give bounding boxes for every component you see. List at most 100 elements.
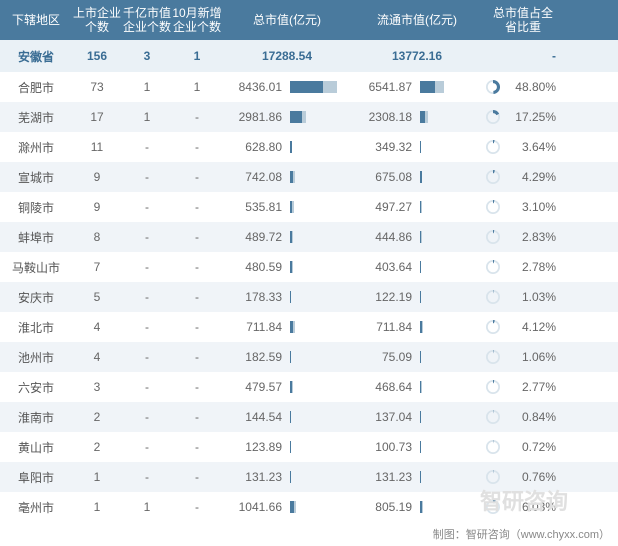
table-row: 宣城市 9 - - 742.08 675.08 4.29% — [0, 162, 618, 192]
pct-pie-icon — [482, 169, 504, 185]
total-billion: 3 — [122, 49, 172, 63]
total-region: 安徽省 — [0, 48, 72, 65]
circ-mv-cell: 131.23 — [352, 470, 482, 484]
total-listed: 156 — [72, 49, 122, 63]
region-cell: 淮南市 — [0, 409, 72, 426]
pct-cell: 3.10% — [504, 200, 564, 214]
col-total-mv: 总市值(亿元) — [222, 13, 352, 27]
total-pct: - — [504, 49, 564, 63]
circ-mv-value: 100.73 — [356, 440, 416, 454]
oct-cell: - — [172, 470, 222, 484]
oct-cell: - — [172, 290, 222, 304]
pct-pie-icon — [482, 439, 504, 455]
pct-cell: 2.77% — [504, 380, 564, 394]
total-mv-bar — [290, 471, 348, 483]
circ-mv-bar — [420, 291, 478, 303]
listed-cell: 2 — [72, 440, 122, 454]
circ-mv-value: 6541.87 — [356, 80, 416, 94]
pct-cell: 1.03% — [504, 290, 564, 304]
pct-pie-icon — [482, 199, 504, 215]
oct-cell: - — [172, 320, 222, 334]
circ-mv-bar — [420, 81, 478, 93]
table-row: 铜陵市 9 - - 535.81 497.27 3.10% — [0, 192, 618, 222]
total-mv-value: 489.72 — [226, 230, 286, 244]
billion-cell: - — [122, 350, 172, 364]
circ-mv-cell: 444.86 — [352, 230, 482, 244]
circ-mv-bar — [420, 111, 478, 123]
listed-cell: 11 — [72, 140, 122, 154]
total-mv-value: 742.08 — [226, 170, 286, 184]
circ-mv-value: 75.09 — [356, 350, 416, 364]
total-mv-bar — [290, 411, 348, 423]
circ-mv-bar — [420, 471, 478, 483]
total-mv-value: 479.57 — [226, 380, 286, 394]
oct-cell: - — [172, 260, 222, 274]
region-cell: 安庆市 — [0, 289, 72, 306]
total-mv-bar — [290, 111, 348, 123]
oct-cell: - — [172, 380, 222, 394]
table-row: 马鞍山市 7 - - 480.59 403.64 2.78% — [0, 252, 618, 282]
region-cell: 蚌埠市 — [0, 229, 72, 246]
circ-mv-value: 137.04 — [356, 410, 416, 424]
billion-cell: - — [122, 380, 172, 394]
total-mv-cell: 480.59 — [222, 260, 352, 274]
circ-mv-value: 675.08 — [356, 170, 416, 184]
circ-mv-cell: 675.08 — [352, 170, 482, 184]
table-row: 安庆市 5 - - 178.33 122.19 1.03% — [0, 282, 618, 312]
circ-mv-value: 131.23 — [356, 470, 416, 484]
circ-mv-value: 468.64 — [356, 380, 416, 394]
circ-mv-bar — [420, 501, 478, 513]
pct-pie-icon — [482, 379, 504, 395]
total-mv-bar — [290, 171, 348, 183]
total-mv-cell: 2981.86 — [222, 110, 352, 124]
total-mv-cell: 742.08 — [222, 170, 352, 184]
table-row: 淮北市 4 - - 711.84 711.84 4.12% — [0, 312, 618, 342]
region-cell: 阜阳市 — [0, 469, 72, 486]
table-row: 淮南市 2 - - 144.54 137.04 0.84% — [0, 402, 618, 432]
circ-mv-value: 2308.18 — [356, 110, 416, 124]
circ-mv-cell: 137.04 — [352, 410, 482, 424]
pct-cell: 3.64% — [504, 140, 564, 154]
listed-cell: 73 — [72, 80, 122, 94]
total-mv-cell: 144.54 — [222, 410, 352, 424]
pct-cell: 4.12% — [504, 320, 564, 334]
circ-mv-value: 122.19 — [356, 290, 416, 304]
listed-cell: 2 — [72, 410, 122, 424]
total-mv-value: 131.23 — [226, 470, 286, 484]
listed-cell: 8 — [72, 230, 122, 244]
listed-cell: 9 — [72, 200, 122, 214]
total-mv-value: 8436.01 — [226, 80, 286, 94]
pct-pie-icon — [482, 499, 504, 515]
pct-pie-icon — [482, 139, 504, 155]
pct-pie-icon — [482, 319, 504, 335]
col-pct: 总市值占全省比重 — [482, 6, 564, 35]
total-mv-value: 178.33 — [226, 290, 286, 304]
pct-cell: 6.03% — [504, 500, 564, 514]
circ-mv-cell: 468.64 — [352, 380, 482, 394]
total-mv-value: 144.54 — [226, 410, 286, 424]
billion-cell: - — [122, 170, 172, 184]
billion-cell: - — [122, 230, 172, 244]
total-mv-bar — [290, 261, 348, 273]
col-circ-mv: 流通市值(亿元) — [352, 13, 482, 27]
oct-cell: - — [172, 170, 222, 184]
total-mv-bar — [290, 381, 348, 393]
total-mv-value: 123.89 — [226, 440, 286, 454]
billion-cell: 1 — [122, 110, 172, 124]
billion-cell: - — [122, 410, 172, 424]
circ-mv-bar — [420, 231, 478, 243]
region-cell: 合肥市 — [0, 79, 72, 96]
oct-cell: - — [172, 230, 222, 244]
oct-cell: 1 — [172, 80, 222, 94]
col-region: 下辖地区 — [0, 13, 72, 27]
table-row: 蚌埠市 8 - - 489.72 444.86 2.83% — [0, 222, 618, 252]
circ-mv-value: 444.86 — [356, 230, 416, 244]
oct-cell: - — [172, 500, 222, 514]
circ-mv-cell: 403.64 — [352, 260, 482, 274]
total-mv-cell: 1041.66 — [222, 500, 352, 514]
total-mv-bar — [290, 231, 348, 243]
region-cell: 铜陵市 — [0, 199, 72, 216]
total-mv-cell: 123.89 — [222, 440, 352, 454]
region-cell: 亳州市 — [0, 499, 72, 516]
pct-pie-icon — [482, 469, 504, 485]
